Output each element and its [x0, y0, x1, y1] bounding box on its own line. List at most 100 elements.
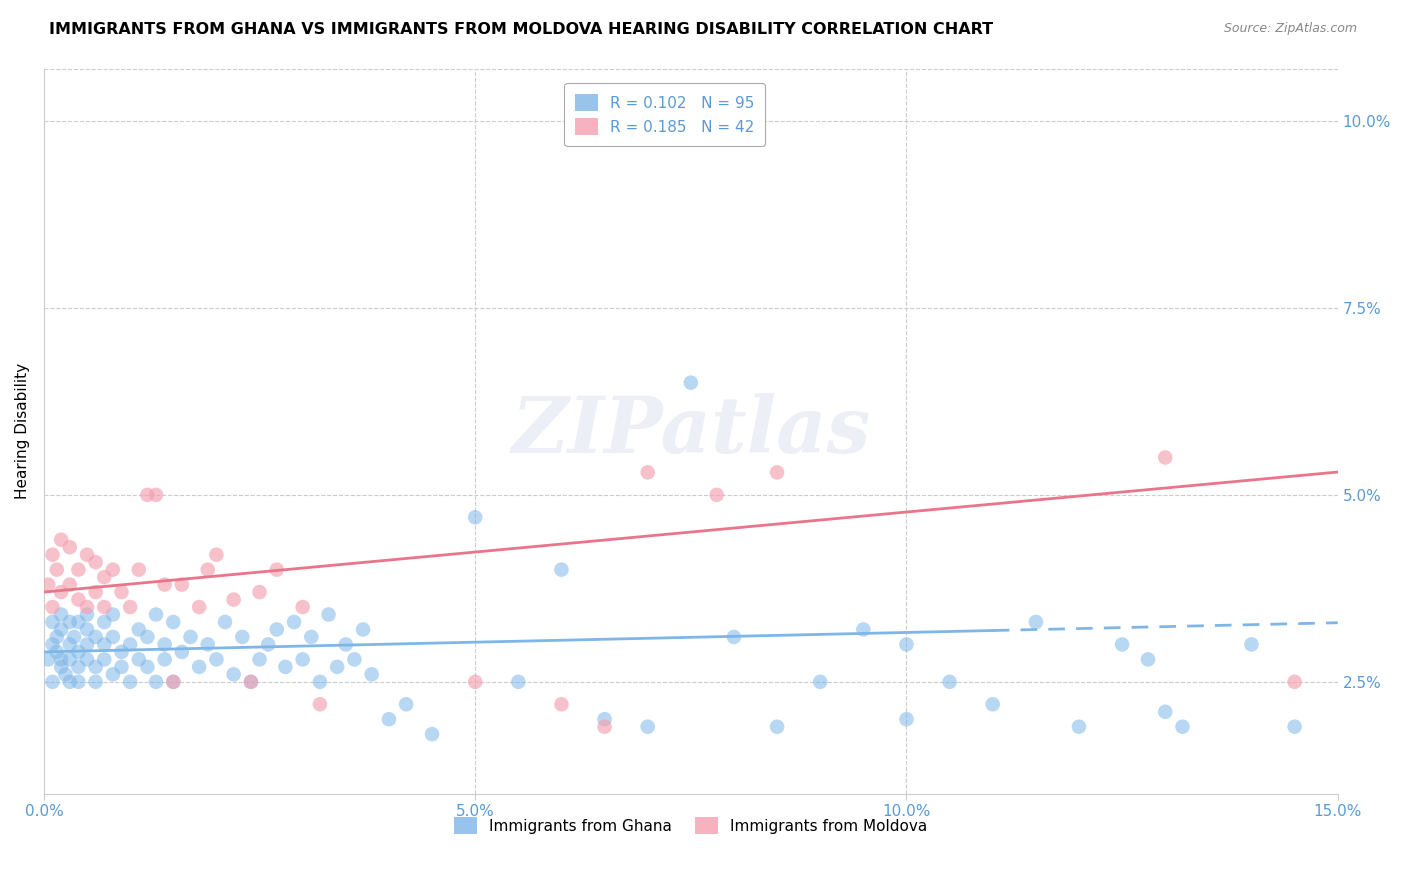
Point — [84, 630, 107, 644]
Point — [299, 630, 322, 644]
Point — [67, 660, 90, 674]
Point — [464, 674, 486, 689]
Point — [153, 637, 176, 651]
Point — [637, 466, 659, 480]
Point — [110, 645, 132, 659]
Point — [67, 645, 90, 659]
Point — [1154, 705, 1177, 719]
Point — [170, 645, 193, 659]
Point — [1136, 652, 1159, 666]
Point — [45, 563, 67, 577]
Point — [153, 577, 176, 591]
Point — [291, 652, 314, 666]
Point — [67, 592, 90, 607]
Point — [101, 563, 124, 577]
Point — [101, 630, 124, 644]
Point — [162, 615, 184, 629]
Point — [162, 674, 184, 689]
Point — [101, 667, 124, 681]
Point — [938, 674, 960, 689]
Point — [1154, 450, 1177, 465]
Point — [49, 533, 72, 547]
Point — [41, 674, 63, 689]
Point — [55, 667, 77, 681]
Point — [326, 660, 349, 674]
Point — [76, 607, 98, 622]
Point — [274, 660, 297, 674]
Point — [76, 652, 98, 666]
Point — [76, 548, 98, 562]
Point — [1284, 674, 1306, 689]
Point — [128, 623, 150, 637]
Point — [110, 660, 132, 674]
Point — [343, 652, 366, 666]
Point — [188, 660, 211, 674]
Point — [101, 607, 124, 622]
Point — [766, 466, 789, 480]
Point — [706, 488, 728, 502]
Point — [222, 592, 245, 607]
Point — [231, 630, 253, 644]
Point — [1240, 637, 1263, 651]
Point — [136, 630, 159, 644]
Point — [67, 563, 90, 577]
Point — [291, 600, 314, 615]
Point — [981, 698, 1004, 712]
Point — [283, 615, 305, 629]
Point — [508, 674, 530, 689]
Point — [93, 600, 115, 615]
Point — [63, 630, 86, 644]
Point — [59, 577, 82, 591]
Point — [197, 563, 219, 577]
Point — [128, 563, 150, 577]
Point — [76, 600, 98, 615]
Point — [41, 637, 63, 651]
Point — [309, 698, 332, 712]
Point — [239, 674, 262, 689]
Point — [49, 607, 72, 622]
Point — [59, 615, 82, 629]
Point — [67, 674, 90, 689]
Text: Source: ZipAtlas.com: Source: ZipAtlas.com — [1223, 22, 1357, 36]
Point — [593, 712, 616, 726]
Point — [205, 652, 228, 666]
Point — [266, 623, 288, 637]
Legend: Immigrants from Ghana, Immigrants from Moldova: Immigrants from Ghana, Immigrants from M… — [443, 806, 938, 845]
Point — [249, 652, 271, 666]
Point — [679, 376, 702, 390]
Point — [197, 637, 219, 651]
Text: ZIPatlas: ZIPatlas — [512, 393, 870, 469]
Point — [136, 488, 159, 502]
Point — [162, 674, 184, 689]
Point — [808, 674, 831, 689]
Point — [257, 637, 280, 651]
Point — [766, 720, 789, 734]
Point — [59, 652, 82, 666]
Point — [59, 674, 82, 689]
Point — [120, 600, 142, 615]
Point — [188, 600, 211, 615]
Point — [93, 637, 115, 651]
Point — [309, 674, 332, 689]
Point — [76, 623, 98, 637]
Point — [637, 720, 659, 734]
Point — [222, 667, 245, 681]
Point — [214, 615, 236, 629]
Point — [45, 630, 67, 644]
Point — [145, 674, 167, 689]
Point — [128, 652, 150, 666]
Point — [41, 615, 63, 629]
Point — [59, 637, 82, 651]
Point — [593, 720, 616, 734]
Point — [41, 600, 63, 615]
Point — [249, 585, 271, 599]
Point — [37, 652, 59, 666]
Point — [59, 540, 82, 554]
Point — [239, 674, 262, 689]
Point — [145, 607, 167, 622]
Point — [395, 698, 418, 712]
Point — [180, 630, 202, 644]
Point — [84, 585, 107, 599]
Text: IMMIGRANTS FROM GHANA VS IMMIGRANTS FROM MOLDOVA HEARING DISABILITY CORRELATION : IMMIGRANTS FROM GHANA VS IMMIGRANTS FROM… — [49, 22, 993, 37]
Point — [205, 548, 228, 562]
